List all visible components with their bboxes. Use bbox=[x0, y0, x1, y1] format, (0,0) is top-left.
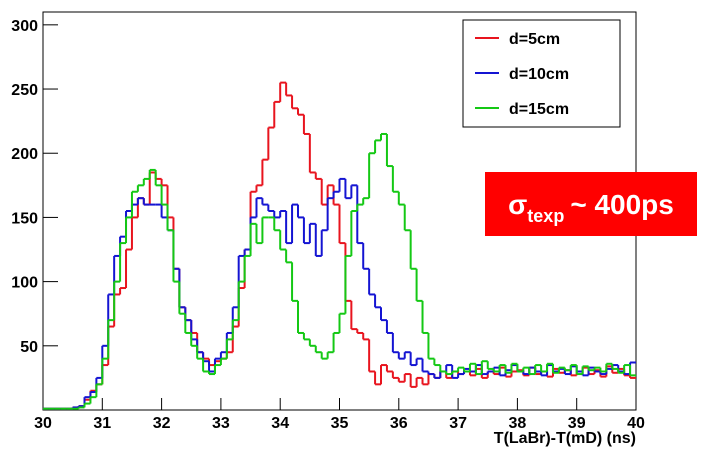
y-tick-label: 300 bbox=[11, 18, 38, 35]
annotation-subscript: texp bbox=[527, 206, 564, 226]
y-tick-label: 100 bbox=[11, 275, 38, 292]
x-tick-label: 32 bbox=[153, 415, 171, 432]
y-tick-label: 250 bbox=[11, 82, 38, 99]
x-tick-label: 40 bbox=[627, 415, 645, 432]
annotation-text: σtexp ~ 400ps bbox=[508, 189, 674, 226]
annotation-symbol: σ bbox=[508, 189, 527, 220]
x-tick-label: 39 bbox=[568, 415, 586, 432]
legend-label: d=15cm bbox=[509, 101, 569, 118]
x-tick-label: 37 bbox=[449, 415, 467, 432]
x-tick-label: 34 bbox=[271, 415, 289, 432]
y-tick-label: 150 bbox=[11, 210, 38, 227]
y-tick-label: 200 bbox=[11, 146, 38, 163]
x-tick-label: 33 bbox=[212, 415, 230, 432]
x-axis-label: T(LaBr)-T(mD) (ns) bbox=[494, 430, 636, 447]
x-tick-label: 31 bbox=[93, 415, 111, 432]
y-tick-label: 50 bbox=[20, 339, 38, 356]
annotation-box bbox=[485, 172, 697, 236]
x-tick-label: 38 bbox=[509, 415, 527, 432]
x-tick-label: 30 bbox=[34, 415, 52, 432]
x-tick-label: 35 bbox=[331, 415, 349, 432]
legend-label: d=5cm bbox=[509, 31, 560, 48]
x-tick-label: 36 bbox=[390, 415, 408, 432]
annotation-value: ~ 400ps bbox=[570, 189, 674, 220]
legend-label: d=10cm bbox=[509, 66, 569, 83]
